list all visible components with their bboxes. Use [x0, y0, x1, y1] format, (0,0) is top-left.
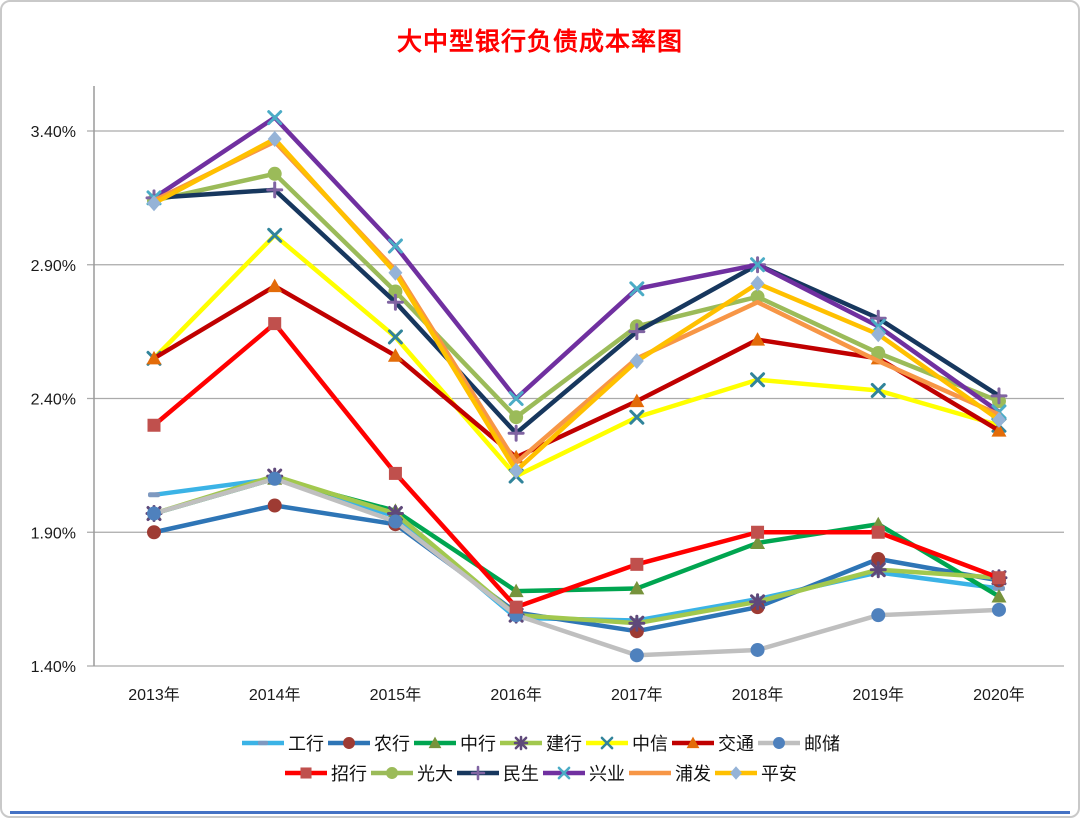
x-tick-label: 2019年 — [852, 686, 904, 704]
legend-item-cmb: 招行 — [283, 760, 367, 786]
legend-swatch-bocom — [672, 736, 714, 749]
chart-legend: 工行 农行 中行 建行 中信 交通 邮储招行 光大 民生 兴业 浦发 平安 — [2, 730, 1078, 786]
legend-label-spdb: 浦发 — [675, 764, 711, 784]
legend-row: 工行 农行 中行 建行 中信 交通 邮储 — [239, 730, 841, 756]
series-line-bocom — [151, 283, 1002, 460]
legend-item-icbc: 工行 — [240, 730, 324, 756]
legend-swatch-abc — [328, 737, 370, 749]
legend-item-citic: 中信 — [584, 730, 668, 756]
legend-swatch-cmbc — [457, 765, 499, 781]
series-icbc — [148, 476, 1005, 624]
legend-label-icbc: 工行 — [288, 734, 324, 754]
series-markers-cib — [146, 110, 1007, 420]
bottom-divider-line — [10, 811, 1070, 814]
legend-label-ceb: 光大 — [417, 764, 453, 784]
legend-swatch-pingan — [715, 766, 757, 780]
series-line-citic — [151, 233, 1002, 479]
x-tick-label: 2014年 — [249, 686, 301, 704]
series-markers-icbc — [148, 476, 1005, 624]
legend-swatch-ceb — [371, 767, 413, 779]
series-cmbc — [145, 181, 1008, 442]
series-line-abc — [151, 503, 1002, 634]
legend-item-ceb: 光大 — [369, 760, 453, 786]
series-markers-ccb — [145, 467, 1008, 632]
legend-swatch-psbc — [758, 737, 800, 749]
series-line-cmbc — [151, 187, 1002, 436]
legend-swatch-boc — [414, 736, 456, 749]
legend-swatch-cmb — [285, 767, 327, 779]
x-tick-label: 2015年 — [370, 686, 422, 704]
legend-item-boc: 中行 — [412, 730, 496, 756]
series-cmb — [147, 317, 1006, 614]
series-line-pingan — [151, 136, 1002, 473]
series-markers-cmbc — [145, 181, 1008, 442]
series-line-ceb — [151, 171, 1002, 420]
series-ceb — [147, 166, 1006, 425]
legend-item-bocom: 交通 — [670, 730, 754, 756]
series-ccb — [145, 467, 1008, 632]
series-pingan — [147, 131, 1006, 479]
legend-label-pingan: 平安 — [761, 764, 797, 784]
series-markers-pingan — [147, 131, 1006, 479]
legend-item-cmbc: 民生 — [455, 760, 539, 786]
legend-item-psbc: 邮储 — [756, 730, 840, 756]
y-tick-label: 1.40% — [31, 659, 76, 676]
legend-item-cib: 兴业 — [541, 760, 625, 786]
legend-item-spdb: 浦发 — [627, 760, 711, 786]
series-line-cib — [151, 115, 1002, 415]
series-markers-cmb — [147, 317, 1006, 614]
series-line-ccb — [151, 473, 1002, 626]
x-tick-label: 2018年 — [732, 686, 784, 704]
series-line-cmb — [151, 321, 1002, 610]
legend-row: 招行 光大 民生 兴业 浦发 平安 — [282, 760, 798, 786]
x-tick-label: 2013年 — [128, 686, 180, 704]
y-tick-label: 3.40% — [31, 124, 76, 141]
legend-label-cmb: 招行 — [331, 764, 367, 784]
legend-label-boc: 中行 — [460, 734, 496, 754]
legend-label-ccb: 建行 — [546, 734, 582, 754]
y-tick-label: 1.90% — [31, 525, 76, 542]
chart-title: 大中型银行负债成本率图 — [396, 29, 683, 56]
series-line-psbc — [151, 476, 1002, 658]
legend-item-pingan: 平安 — [713, 760, 797, 786]
legend-label-citic: 中信 — [632, 734, 668, 754]
legend-label-psbc: 邮储 — [804, 734, 840, 754]
legend-swatch-ccb — [500, 735, 542, 751]
legend-swatch-spdb — [629, 770, 671, 776]
legend-item-ccb: 建行 — [498, 730, 582, 756]
series-markers-ceb — [147, 166, 1006, 425]
legend-label-abc: 农行 — [374, 734, 410, 754]
x-tick-label: 2020年 — [973, 686, 1025, 704]
legend-swatch-icbc — [242, 740, 284, 746]
y-tick-label: 2.40% — [31, 392, 76, 409]
y-tick-label: 2.90% — [31, 258, 76, 275]
x-tick-label: 2017年 — [611, 686, 663, 704]
x-tick-label: 2016年 — [490, 686, 542, 704]
legend-label-bocom: 交通 — [718, 734, 754, 754]
series-cib — [146, 110, 1007, 420]
legend-item-abc: 农行 — [326, 730, 410, 756]
legend-label-cib: 兴业 — [589, 764, 625, 784]
series-line-icbc — [151, 476, 1002, 623]
legend-swatch-cib — [543, 766, 585, 780]
legend-label-cmbc: 民生 — [503, 764, 539, 784]
legend-swatch-citic — [586, 736, 628, 750]
